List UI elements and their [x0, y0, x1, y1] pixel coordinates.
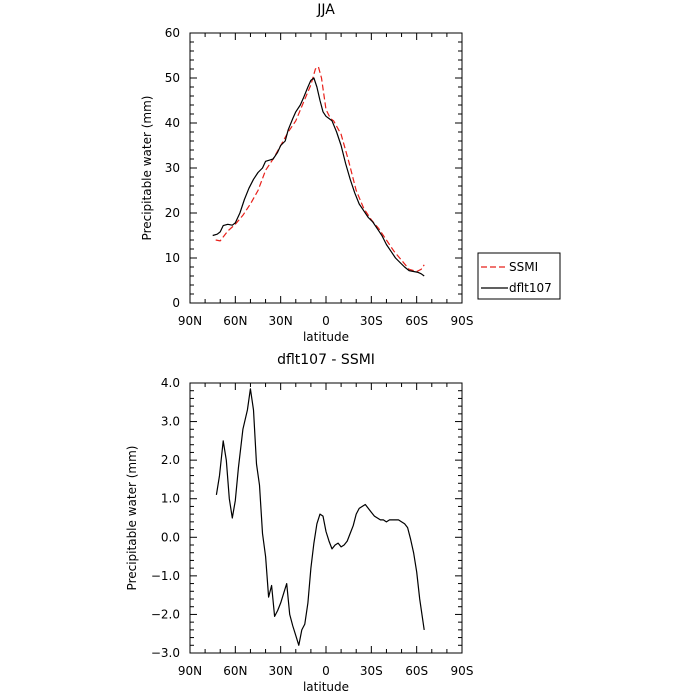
y-tick-label: 2.0	[161, 453, 180, 467]
y-axis-title: Precipitable water (mm)	[125, 446, 139, 591]
x-tick-label: 60S	[405, 664, 428, 678]
y-tick-label: 3.0	[161, 415, 180, 429]
y-tick-label: 4.0	[161, 376, 180, 390]
x-tick-label: 0	[322, 314, 330, 328]
x-axis-title: latitude	[303, 680, 349, 694]
bottom-chart-difference: 90N 60N 30N 0 30S 60S 90S −3.0 −2.0 −1.0 0.0 1.0 2.0…	[125, 352, 473, 694]
series-line-difference	[215, 388, 425, 646]
series-line-ssmi	[215, 66, 425, 273]
legend-label-ssmi: SSMI	[509, 260, 538, 274]
plot-frame	[189, 32, 463, 304]
x-axis-title: latitude	[303, 330, 349, 344]
y-tick-label: −1.0	[151, 569, 180, 583]
legend-box	[477, 252, 561, 300]
y-tick-label: 1.0	[161, 492, 180, 506]
x-tick-label: 60N	[223, 664, 247, 678]
y-tick-label: 10	[165, 251, 180, 265]
chart-title: JJA	[316, 2, 335, 18]
series-line-dflt107	[212, 77, 425, 277]
y-tick-label: 0.0	[161, 530, 180, 544]
x-tick-label: 60S	[405, 314, 428, 328]
x-tick-label: 60N	[223, 314, 247, 328]
x-tick-label: 0	[322, 664, 330, 678]
y-tick-label: 40	[165, 116, 180, 130]
y-tick-label: 50	[165, 71, 180, 85]
y-tick-label: 60	[165, 26, 180, 40]
y-tick-label: 30	[165, 161, 180, 175]
x-tick-label: 90S	[451, 314, 474, 328]
legend: SSMI dflt107	[477, 252, 561, 300]
x-tick-label: 30N	[269, 314, 293, 328]
x-tick-label: 90N	[178, 314, 202, 328]
x-tick-label: 30S	[360, 314, 383, 328]
y-tick-label: −2.0	[151, 607, 180, 621]
top-chart-jja: 90N 60N 30N 0 30S 60S 90S 0 10 20 30 40 50 60 JJA latit…	[140, 2, 561, 344]
x-tick-label: 30S	[360, 664, 383, 678]
y-tick-label: −3.0	[151, 646, 180, 660]
x-tick-label: 90N	[178, 664, 202, 678]
y-tick-label: 0	[172, 296, 180, 310]
legend-label-dflt107: dflt107	[509, 281, 552, 295]
x-tick-label: 30N	[269, 664, 293, 678]
y-tick-label: 20	[165, 206, 180, 220]
y-axis-title: Precipitable water (mm)	[140, 96, 154, 241]
chart-title: dflt107 - SSMI	[277, 352, 375, 368]
x-tick-label: 90S	[451, 664, 474, 678]
